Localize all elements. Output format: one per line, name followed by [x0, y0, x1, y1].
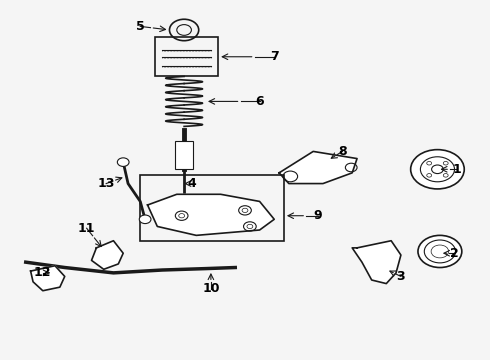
- Polygon shape: [30, 266, 65, 291]
- Text: 12: 12: [34, 266, 51, 279]
- Text: 11: 11: [78, 222, 96, 235]
- Bar: [155, 37, 218, 76]
- Circle shape: [411, 150, 464, 189]
- Polygon shape: [352, 241, 401, 284]
- Text: 9: 9: [314, 209, 322, 222]
- Text: 1: 1: [453, 163, 461, 176]
- Circle shape: [117, 158, 129, 166]
- Text: 8: 8: [338, 145, 347, 158]
- Circle shape: [418, 235, 462, 267]
- Text: 3: 3: [396, 270, 405, 283]
- Text: 7: 7: [270, 50, 279, 63]
- Text: 4: 4: [187, 177, 196, 190]
- Polygon shape: [147, 194, 274, 235]
- Polygon shape: [92, 241, 123, 269]
- Polygon shape: [279, 152, 357, 184]
- Text: 2: 2: [450, 247, 459, 260]
- Text: 6: 6: [255, 95, 264, 108]
- Text: 5: 5: [136, 20, 145, 33]
- Text: 13: 13: [98, 177, 115, 190]
- Text: 10: 10: [202, 283, 220, 296]
- Bar: [175, 141, 193, 169]
- Bar: [140, 175, 284, 241]
- Circle shape: [139, 215, 151, 224]
